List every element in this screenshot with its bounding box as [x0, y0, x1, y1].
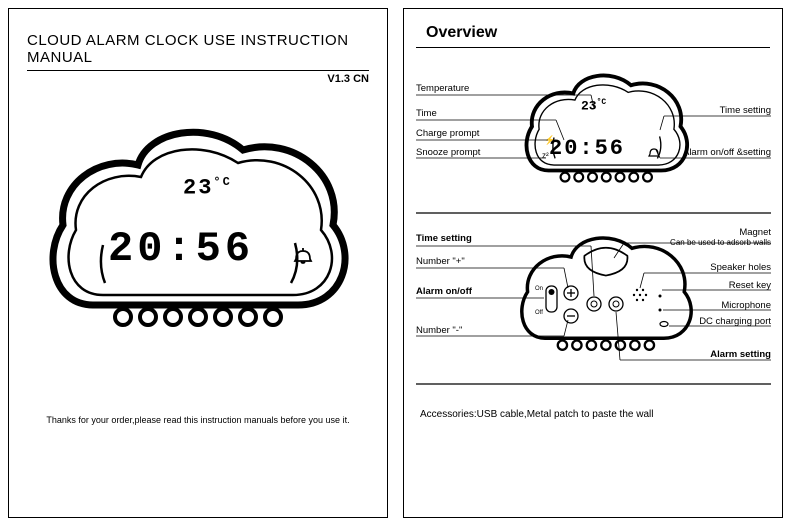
overview-divider [416, 47, 770, 48]
svg-text:Off: Off [535, 310, 543, 316]
left-page: CLOUD ALARM CLOCK USE INSTRUCTION MANUAL… [8, 8, 388, 518]
label-speaker-holes: Speaker holes [710, 263, 771, 273]
svg-text:z²: z² [542, 151, 549, 160]
bell-icon-small [648, 146, 660, 158]
label-microphone: Microphone [721, 301, 771, 311]
time-display: 20:56 [108, 225, 254, 273]
label-magnet: Magnet Can be used to adsorb walls [670, 228, 771, 249]
label-temperature: Temperature [416, 84, 469, 94]
label-alarm-onoff-setting: Alarm on/off &setting [683, 148, 771, 158]
label-number-minus: Number "-" [416, 326, 462, 336]
label-dc-port: DC charging port [699, 317, 771, 327]
label-alarm-setting: Alarm setting [710, 350, 771, 360]
bell-icon [293, 245, 313, 265]
time-small-display: 20:56 [549, 136, 625, 161]
right-page: Overview ⚡ z² [403, 8, 783, 518]
label-number-plus: Number "+" [416, 257, 465, 267]
label-time-setting: Time setting [720, 106, 771, 116]
cloud-clock-large: 23°C 20:56 [43, 115, 353, 345]
label-snooze-prompt: Snooze prompt [416, 148, 480, 158]
label-reset-key: Reset key [729, 281, 771, 291]
label-alarm-onoff-back: Alarm on/off [416, 287, 472, 297]
label-charge-prompt: Charge prompt [416, 129, 479, 139]
label-time-setting-back: Time setting [416, 234, 472, 244]
label-time: Time [416, 109, 437, 119]
version-text: V1.3 CN [27, 70, 369, 85]
overview-title: Overview [426, 24, 770, 42]
manual-title: CLOUD ALARM CLOCK USE INSTRUCTION MANUAL [27, 32, 369, 66]
temperature-display: 23°C [183, 175, 232, 200]
thanks-text: Thanks for your order,please read this i… [27, 415, 369, 425]
temp-small-display: 23°C [581, 98, 606, 113]
accessories-text: Accessories:USB cable,Metal patch to pas… [420, 409, 770, 420]
front-diagram: ⚡ z² 23°C 20:56 Temperature Time Charge [416, 58, 771, 228]
svg-text:On: On [535, 286, 543, 292]
back-diagram: On Off [416, 228, 771, 403]
